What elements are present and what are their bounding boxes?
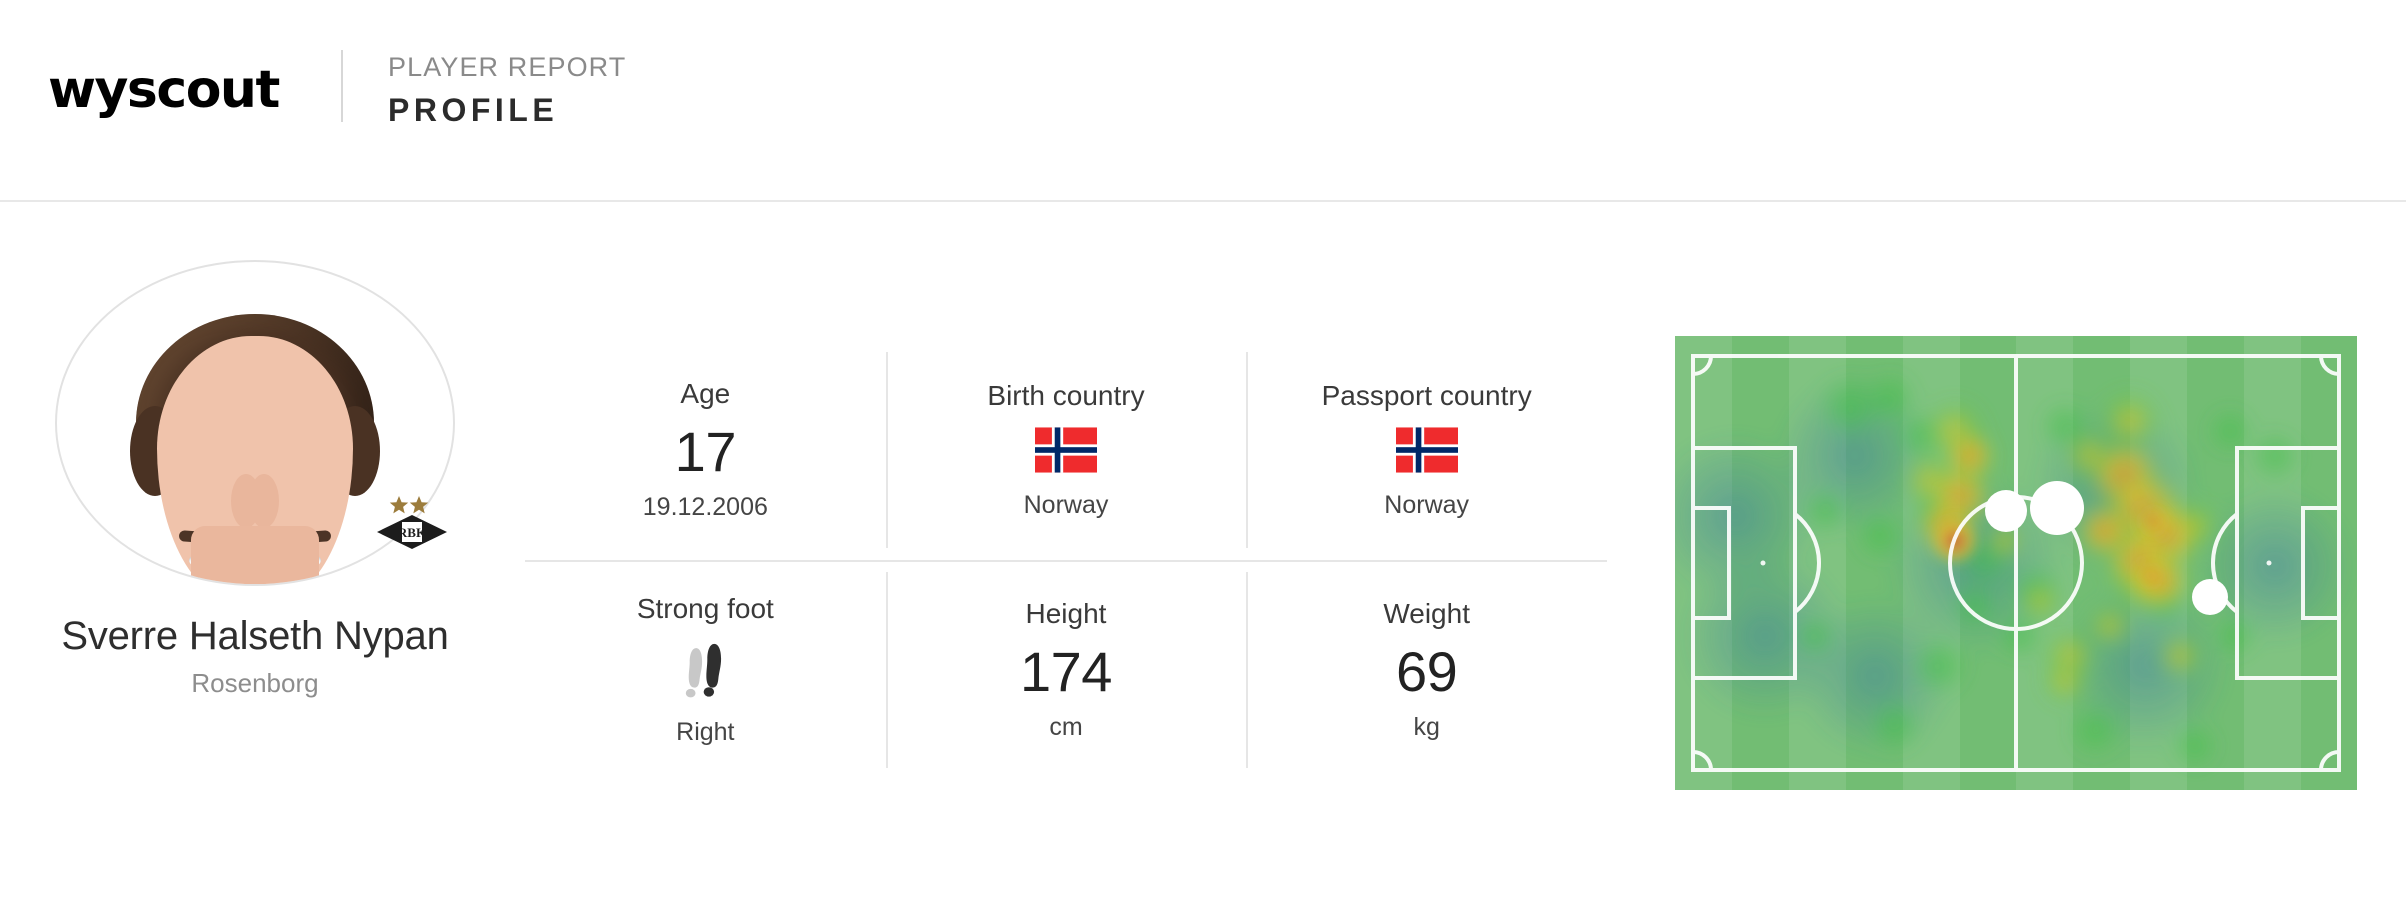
player-name: Sverre Halseth Nypan [61,614,449,658]
stat-label: Passport country [1321,380,1532,411]
stat-label: Strong foot [636,593,774,624]
stat-age: Age 17 19.12.2006 [525,340,886,560]
stat-sub: Norway [1384,491,1470,519]
stat-passport-country: Passport country Norway [1246,340,1607,560]
portrait-ear-right [231,474,261,528]
stat-strong-foot: Strong foot Right [525,560,886,780]
player-card: RBK Sverre Halseth Nypan Rosenborg [50,258,460,699]
stat-sub: kg [1413,713,1440,741]
stat-label: Height [1025,598,1107,629]
stat-sub: Norway [1023,491,1109,519]
position-marker-3 [2192,579,2228,615]
stat-sub: cm [1049,713,1083,741]
page-header: wyscout PLAYER REPORT PROFILE [0,0,2406,202]
svg-text:RBK: RBK [398,525,427,540]
stat-height: Height 174 cm [885,560,1247,780]
heatmap-svg [1675,336,2357,790]
stat-value: 17 [674,420,737,483]
portrait-face [157,336,353,584]
stat-weight: Weight 69 kg [1246,560,1607,780]
wyscout-logo[interactable]: wyscout [48,60,280,120]
norway-flag-icon [1395,427,1458,473]
stat-label: Birth country [987,380,1145,411]
penalty-spots [1760,560,2272,566]
header-divider [341,50,343,122]
stat-label: Weight [1383,598,1470,629]
position-marker-2 [2030,481,2084,535]
avatar [55,260,455,586]
stat-value: 174 [1020,640,1112,703]
player-club: Rosenborg [191,668,319,698]
stat-sub: Right [676,718,735,746]
norway-flag-icon [1034,427,1097,473]
position-marker-1 [1985,490,2027,532]
header-title-group: PLAYER REPORT PROFILE [388,50,626,132]
avatar-wrap: RBK [55,258,455,588]
page-title: PROFILE [388,92,559,128]
stat-value: 69 [1396,640,1458,703]
stat-label: Age [680,378,731,409]
stat-sub: 19.12.2006 [642,493,768,521]
stat-birth-country: Birth country Norway [885,340,1247,560]
portrait-neck [191,526,319,584]
report-kicker: PLAYER REPORT [388,52,627,82]
club-badge-icon: RBK [377,496,447,549]
player-heatmap [1675,336,2357,790]
player-attributes-grid: Age 17 19.12.2006 Birth country Norway P… [525,340,1607,780]
footprints-icon [686,643,722,698]
position-markers [1985,481,2228,615]
